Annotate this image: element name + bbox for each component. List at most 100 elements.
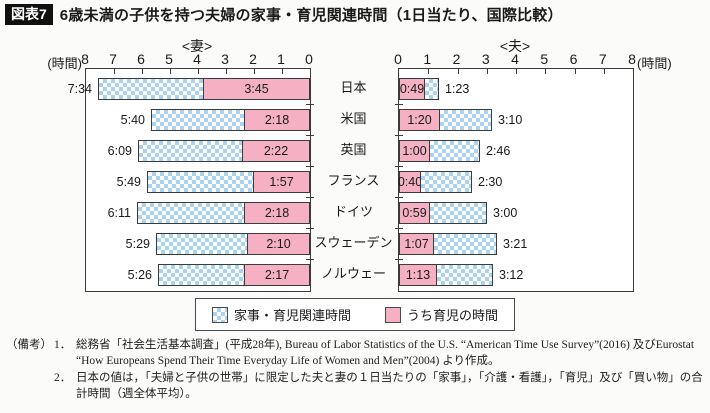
wife-axis-tick-label: 4 xyxy=(193,51,201,67)
wife-axis-tick-label: 5 xyxy=(165,51,173,67)
husband-bar: 1:07 xyxy=(399,233,497,255)
wife-bar: 2:17 xyxy=(158,264,310,286)
husband-total-label: 3:21 xyxy=(503,237,528,251)
legend-item-childcare: うち育児の時間 xyxy=(385,305,498,324)
country-label: 英国 xyxy=(340,142,367,157)
note-1-text: 総務省「社会生活基本調査」(平成28年), Bureau of Labor St… xyxy=(76,339,695,368)
wife-housework-segment xyxy=(139,141,242,161)
wife-hour-tick xyxy=(170,69,171,74)
country-label: ノルウェー xyxy=(320,266,386,281)
husband-housework-segment xyxy=(424,79,438,99)
husband-hour-tick xyxy=(457,69,459,74)
note-2-number: 2． xyxy=(54,371,72,384)
wife-axis-row-tick xyxy=(306,166,314,167)
wife-housework-segment xyxy=(99,79,203,99)
country-label: 日本 xyxy=(340,80,367,95)
husband-axis-tick-label: 2 xyxy=(452,51,461,67)
wife-housework-segment xyxy=(152,110,244,130)
wife-total-label: 5:40 xyxy=(120,113,145,127)
husband-axis-row-tick xyxy=(395,228,403,229)
wife-childcare-segment: 3:45 xyxy=(203,79,309,99)
husband-housework-segment xyxy=(436,265,492,285)
wife-bar: 2:22 xyxy=(138,140,310,162)
husband-housework-segment xyxy=(429,203,486,223)
wife-housework-segment xyxy=(148,172,253,192)
wife-total-label: 6:09 xyxy=(107,144,132,158)
husband-housework-segment xyxy=(429,141,479,161)
legend-swatch-housework-checker xyxy=(211,306,228,323)
husband-housework-segment xyxy=(420,172,471,192)
wife-bar: 2:18 xyxy=(151,109,310,131)
husband-bar: 1:00 xyxy=(399,140,480,162)
husband-bar: 0:49 xyxy=(399,78,439,100)
wife-hour-tick xyxy=(226,69,227,74)
husband-hour-tick xyxy=(545,69,547,74)
husband-hour-tick xyxy=(574,69,576,74)
wife-total-label: 5:26 xyxy=(127,268,152,282)
wife-childcare-segment: 2:10 xyxy=(247,234,309,254)
wife-bar: 1:57 xyxy=(147,171,310,193)
husband-axis-tick-label: 1 xyxy=(423,51,432,67)
wife-axis-row-tick xyxy=(306,228,314,229)
wife-childcare-segment: 2:18 xyxy=(244,203,309,223)
husband-hour-tick xyxy=(486,69,488,74)
husband-axis-tick-label: 6 xyxy=(569,51,578,67)
wife-hour-tick xyxy=(282,69,283,74)
husband-total-label: 3:10 xyxy=(498,113,523,127)
wife-total-label: 7:34 xyxy=(67,82,92,96)
husband-axis-tick-label: 4 xyxy=(511,51,519,67)
legend: 家事・育児関連時間 うち育児の時間 xyxy=(194,298,516,331)
husband-axis-row-tick xyxy=(395,197,403,198)
wife-hour-tick xyxy=(254,69,255,74)
husband-total-label: 3:12 xyxy=(499,268,524,282)
wife-childcare-segment: 2:18 xyxy=(244,110,309,130)
wife-childcare-segment: 1:57 xyxy=(253,172,309,192)
wife-hour-tick xyxy=(198,69,199,74)
husband-childcare-segment: 1:20 xyxy=(400,110,439,130)
wife-axis-row-tick xyxy=(306,259,314,260)
wife-bar: 2:10 xyxy=(156,233,310,255)
husband-axis-tick-label: 5 xyxy=(540,51,549,67)
wife-hour-tick xyxy=(142,69,143,74)
husband-hour-tick xyxy=(603,69,605,74)
wife-childcare-segment: 2:17 xyxy=(244,265,309,285)
notes-prefix: （備考） xyxy=(6,339,52,351)
wife-axis-row-tick xyxy=(306,197,314,198)
husband-axis-row-tick xyxy=(395,104,403,105)
husband-childcare-segment: 1:13 xyxy=(400,265,436,285)
legend-label-housework: 家事・育児関連時間 xyxy=(233,308,351,323)
country-label: ドイツ xyxy=(333,204,373,219)
wife-axis-unit-label: (時間) xyxy=(47,56,82,71)
wife-total-label: 5:49 xyxy=(116,175,141,189)
husband-axis-row-tick xyxy=(395,259,403,260)
husband-bar: 1:20 xyxy=(399,109,492,131)
husband-axis-row-tick xyxy=(395,135,403,136)
wife-axis-tick-label: 1 xyxy=(277,51,285,67)
note-row-1: （備考） 1． 総務省「社会生活基本調査」(平成28年), Bureau of … xyxy=(6,337,706,370)
notes-block: （備考） 1． 総務省「社会生活基本調査」(平成28年), Bureau of … xyxy=(6,337,706,402)
wife-panel-header: <妻> xyxy=(181,38,213,54)
wife-housework-segment xyxy=(157,234,247,254)
wife-childcare-segment: 2:22 xyxy=(242,141,309,161)
husband-childcare-segment: 0:59 xyxy=(400,203,429,223)
husband-axis-row-tick xyxy=(395,166,403,167)
husband-bar: 0:40 xyxy=(398,171,472,193)
husband-housework-segment xyxy=(439,110,491,130)
wife-axis-row-tick xyxy=(306,104,314,105)
husband-axis-tick-label: 0 xyxy=(394,51,402,67)
legend-item-housework: 家事・育児関連時間 xyxy=(211,305,351,324)
husband-total-label: 2:46 xyxy=(486,144,511,158)
wife-panel: 3:45 7:34 2:18 5:40 2:22 6:09 1:57 5:49 2:18 6:11… xyxy=(68,68,314,292)
wife-bar: 2:18 xyxy=(137,202,310,224)
husband-bar: 1:13 xyxy=(399,264,493,286)
husband-panel-header: <夫> xyxy=(499,38,531,54)
husband-bar: 0:59 xyxy=(399,202,487,224)
country-label: スウェーデン xyxy=(314,235,393,250)
country-label: フランス xyxy=(327,173,380,188)
wife-axis-tick-label: 8 xyxy=(81,51,89,67)
legend-swatch-childcare-pink xyxy=(385,306,401,323)
husband-total-label: 2:30 xyxy=(478,175,503,189)
wife-axis-tick-label: 6 xyxy=(137,51,145,67)
note-2-text: 日本の値は，「夫婦と子供の世帯」に限定した夫と妻の１日当たりの「家事」，「介護・… xyxy=(76,371,703,400)
wife-housework-segment xyxy=(159,265,244,285)
